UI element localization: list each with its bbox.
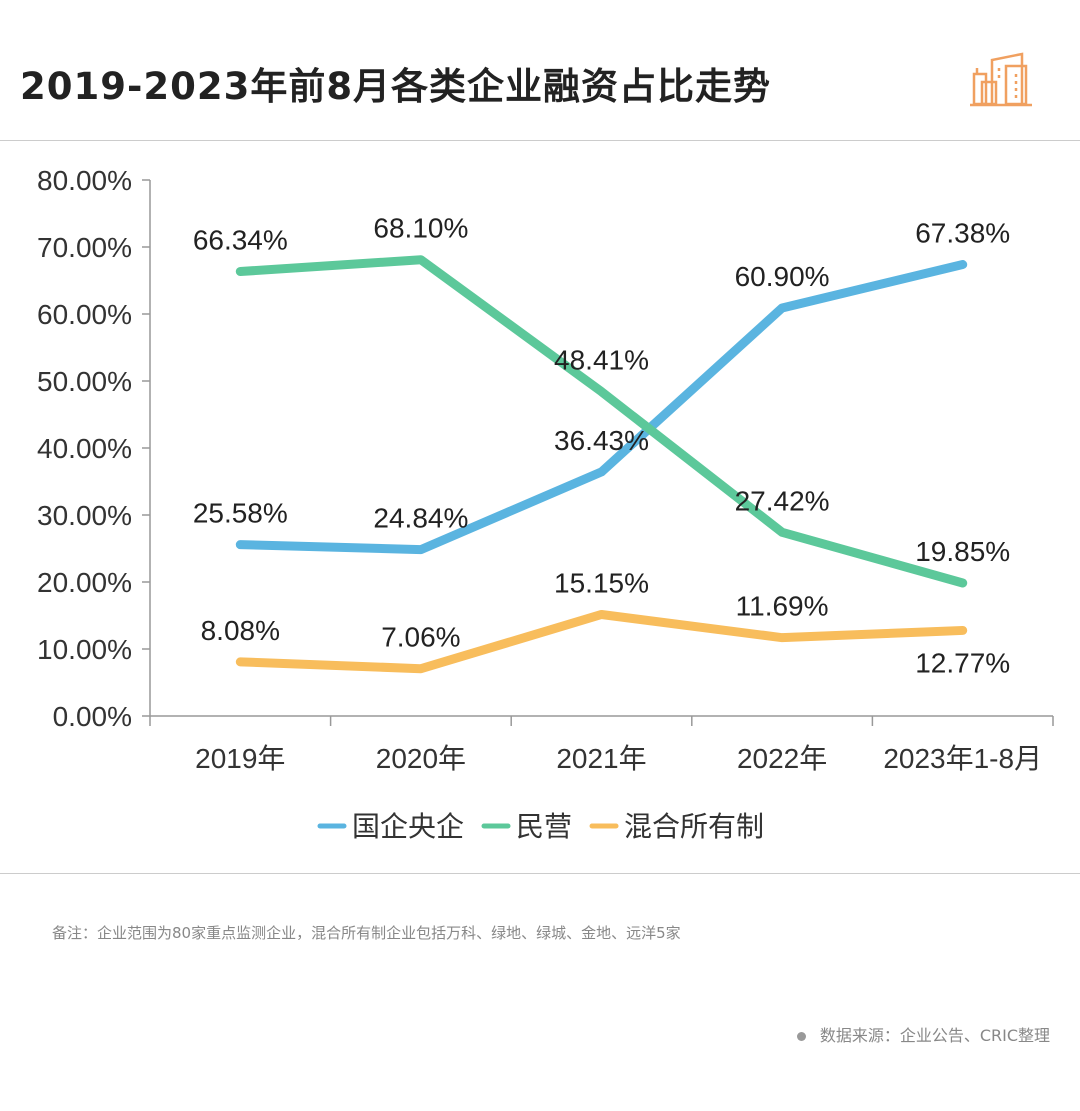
source-text: 数据来源：企业公告、CRIC整理 <box>819 1026 1050 1045</box>
y-tick-label: 40.00% <box>37 433 132 464</box>
y-tick-label: 20.00% <box>37 567 132 598</box>
chart-title: 2019-2023年前8月各类企业融资占比走势 <box>20 65 772 108</box>
y-tick-label: 70.00% <box>37 232 132 263</box>
data-label: 25.58% <box>193 498 288 529</box>
data-label: 7.06% <box>381 622 460 653</box>
line-chart: 0.00% 10.00% 20.00% 30.00% 40.00% 50.00% 60.00… <box>37 165 1054 842</box>
data-label: 19.85% <box>915 536 1010 567</box>
series-line-0 <box>235 260 968 555</box>
data-label: 15.15% <box>554 567 649 598</box>
x-tick-label: 2023年1-8月 <box>883 743 1042 774</box>
data-label: 48.41% <box>554 345 649 376</box>
legend-item: 国企央企 <box>352 811 464 842</box>
data-label: 27.42% <box>735 485 830 516</box>
data-label: 60.90% <box>735 261 830 292</box>
legend-item: 混合所有制 <box>624 811 764 842</box>
footnote: 备注：企业范围为80家重点监测企业，混合所有制企业包括万科、绿地、绿城、金地、远… <box>52 924 681 942</box>
x-tick-label: 2021年 <box>556 743 646 774</box>
data-label: 36.43% <box>554 425 649 456</box>
y-tick-label: 0.00% <box>53 701 132 732</box>
y-tick-label: 60.00% <box>37 299 132 330</box>
x-tick-label: 2020年 <box>376 743 466 774</box>
series-line-1 <box>235 255 968 588</box>
y-tick-label: 30.00% <box>37 500 132 531</box>
data-label: 8.08% <box>201 615 280 646</box>
data-label: 67.38% <box>915 218 1010 249</box>
data-label: 24.84% <box>373 503 468 534</box>
y-tick-label: 10.00% <box>37 634 132 665</box>
city-buildings-icon <box>970 46 1032 112</box>
series-line-2 <box>235 609 968 674</box>
source-note: 数据来源：企业公告、CRIC整理 <box>796 1022 1050 1046</box>
divider-bottom <box>0 873 1080 874</box>
divider-top <box>0 140 1080 141</box>
legend-item: 民营 <box>516 811 572 842</box>
x-tick-label: 2022年 <box>737 743 827 774</box>
data-label: 68.10% <box>373 213 468 244</box>
bullet-icon <box>796 1032 806 1041</box>
y-tick-label: 80.00% <box>37 165 132 196</box>
y-tick-label: 50.00% <box>37 366 132 397</box>
data-label: 12.77% <box>915 647 1010 678</box>
x-tick-label: 2019年 <box>195 743 285 774</box>
data-label: 11.69% <box>736 591 829 622</box>
data-label: 66.34% <box>193 225 288 256</box>
